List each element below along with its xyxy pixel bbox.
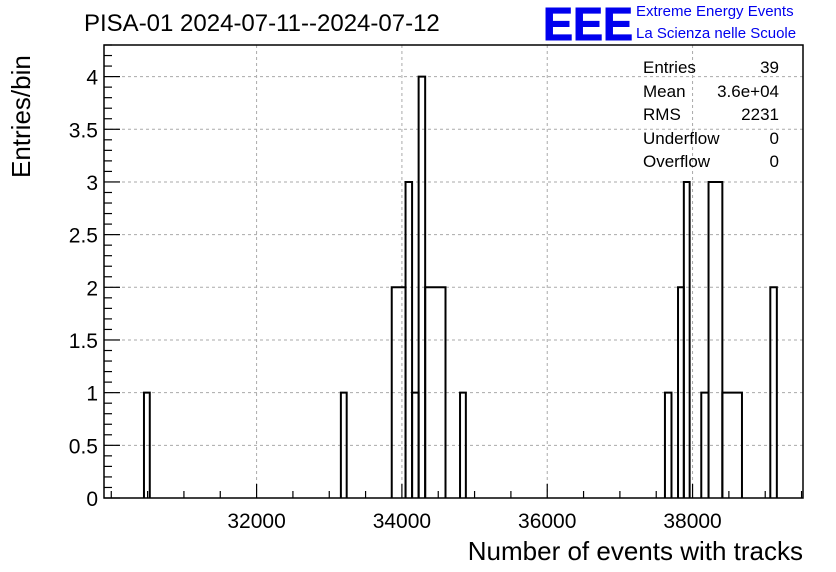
stats-key: Overflow <box>643 152 711 171</box>
histogram-bin <box>707 180 724 498</box>
histogram-bin <box>682 180 691 498</box>
histogram-bin <box>769 286 778 498</box>
histogram-bin <box>142 391 151 498</box>
eee-logo-icon: EEE <box>543 2 633 46</box>
y-tick-label: 1.5 <box>69 330 98 353</box>
chart-title: PISA-01 2024-07-11--2024-07-12 <box>84 10 440 37</box>
y-tick-label: 2.5 <box>69 225 98 248</box>
stats-row-underflow: Underflow 0 <box>641 129 781 153</box>
stats-value: 0 <box>769 152 779 171</box>
stats-value: 0 <box>769 128 779 148</box>
stats-row-rms: RMS 2231 <box>641 105 781 129</box>
stats-key: Entries <box>643 58 696 77</box>
stats-row-entries: Entries 39 <box>641 58 781 82</box>
stats-row-overflow: Overflow 0 <box>641 152 781 176</box>
y-tick-label: 4 <box>86 67 98 90</box>
logo-line-2: La Scienza nelle Scuole <box>636 25 797 42</box>
plot-frame <box>103 44 804 499</box>
histogram-bin <box>339 391 348 498</box>
stats-value: 2231 <box>741 105 779 124</box>
y-tick-label: 0 <box>86 488 98 511</box>
stats-value: 39 <box>760 58 779 77</box>
histogram-bin <box>459 391 467 498</box>
y-axis-label: Entries/bin <box>6 55 36 178</box>
stats-key: RMS <box>643 105 681 124</box>
x-tick-label: 32000 <box>227 510 285 533</box>
stats-box: Entries 39 Mean 3.6e+04 RMS 2231 Underfl… <box>641 58 781 176</box>
x-tick-label: 36000 <box>518 510 576 533</box>
y-tick-label: 2 <box>86 277 98 300</box>
y-tick-label: 0.5 <box>69 435 98 458</box>
stats-value: 3.6e+04 <box>717 81 779 101</box>
histogram-bin <box>721 391 743 498</box>
x-tick-label: 34000 <box>373 510 431 533</box>
logo-line-1: Extreme Energy Events <box>636 3 794 20</box>
y-tick-label: 3.5 <box>69 119 98 142</box>
histogram-bin <box>404 180 414 498</box>
x-axis-label: Number of events with tracks <box>467 536 803 566</box>
logo-mark: EEE <box>543 2 633 46</box>
grid-lines <box>104 45 803 498</box>
axis-ticks: 32000 34000 36000 38000 0 0.5 1 1.5 2 2.5 3 3.5 4 <box>69 44 803 533</box>
histogram-bars <box>142 75 778 498</box>
y-tick-label: 3 <box>86 172 98 195</box>
histogram-bin <box>424 286 447 498</box>
histogram-bin <box>663 391 673 498</box>
stats-key: Mean <box>643 81 686 101</box>
stats-key: Underflow <box>643 128 720 148</box>
stats-row-mean: Mean 3.6e+04 <box>641 82 781 106</box>
x-tick-label: 38000 <box>663 510 721 533</box>
y-tick-label: 1 <box>86 383 98 406</box>
